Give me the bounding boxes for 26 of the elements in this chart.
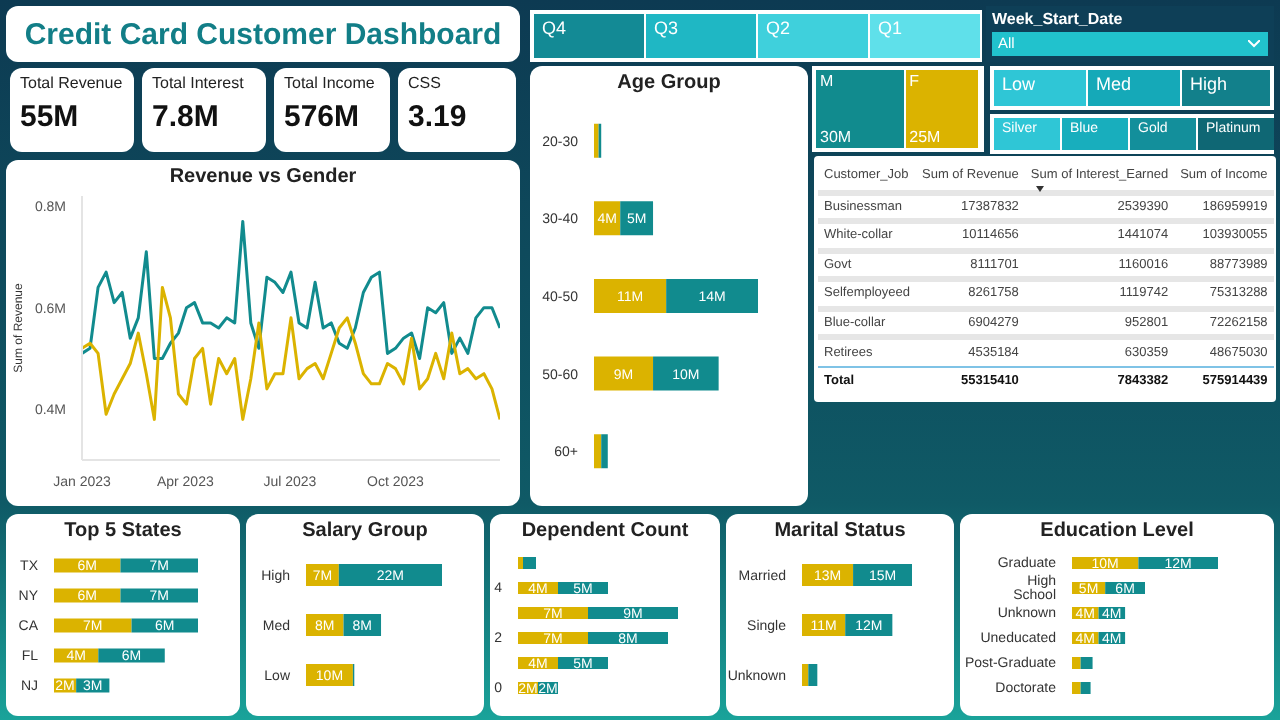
chart-title: Education Level: [1038, 520, 1196, 542]
data-label: 25M: [909, 128, 974, 146]
text: Q3: [646, 14, 756, 58]
chart-title: Marital Status: [772, 520, 908, 542]
text: Med: [1088, 70, 1180, 106]
category-label: Total Revenue: [20, 74, 124, 92]
text: 3.19: [408, 100, 467, 134]
chart-title: Salary Group: [300, 520, 430, 542]
category-label: Total Income: [284, 74, 377, 92]
text: High: [1182, 70, 1270, 106]
chart-title: Top 5 States: [62, 520, 184, 542]
text: Week_Start_Date: [992, 10, 1125, 28]
text: 7.8M: [152, 100, 219, 134]
text: Q2: [758, 14, 868, 58]
category-label: Total Interest: [152, 74, 246, 92]
category-label: M: [820, 72, 900, 90]
chart-title: Revenue vs Gender: [167, 166, 359, 188]
category-label: F: [909, 72, 974, 90]
chart-title: Age Group: [615, 72, 723, 94]
category-label: CSS: [408, 74, 443, 92]
text: Credit Card Customer Dashboard: [6, 6, 520, 62]
chart-title: Dependent Count: [519, 520, 691, 542]
text: Q1: [870, 14, 980, 58]
text: 55M: [20, 100, 79, 134]
text: 576M: [284, 100, 360, 134]
text: Q4: [534, 14, 644, 58]
